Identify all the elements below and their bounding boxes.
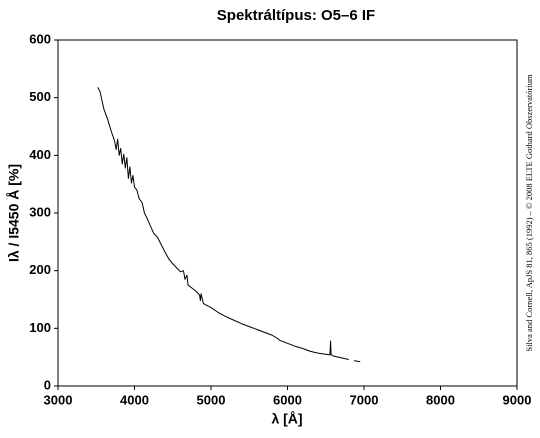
x-tick-label: 4000 [120, 392, 149, 407]
chart-title: Spektráltípus: O5–6 IF [217, 7, 375, 24]
x-tick-label: 7000 [350, 392, 379, 407]
y-tick-label: 300 [29, 204, 51, 219]
x-tick-label: 5000 [197, 392, 226, 407]
x-tick-label: 6000 [273, 392, 302, 407]
x-tick-label: 8000 [426, 392, 455, 407]
y-tick-label: 100 [29, 320, 51, 335]
y-tick-label: 600 [29, 31, 51, 46]
x-axis-title: λ [Å] [271, 411, 302, 427]
credit: Silva and Cornell, ApJS 81, 865 (1992) –… [524, 74, 534, 352]
x-tick-label: 9000 [503, 392, 532, 407]
x-tick-label: 3000 [44, 392, 73, 407]
y-tick-label: 0 [44, 377, 51, 392]
y-tick-label: 500 [29, 89, 51, 104]
y-axis-title: Iλ / I5450 Å [%] [6, 164, 22, 262]
y-tick-label: 200 [29, 262, 51, 277]
y-tick-label: 400 [29, 147, 51, 162]
